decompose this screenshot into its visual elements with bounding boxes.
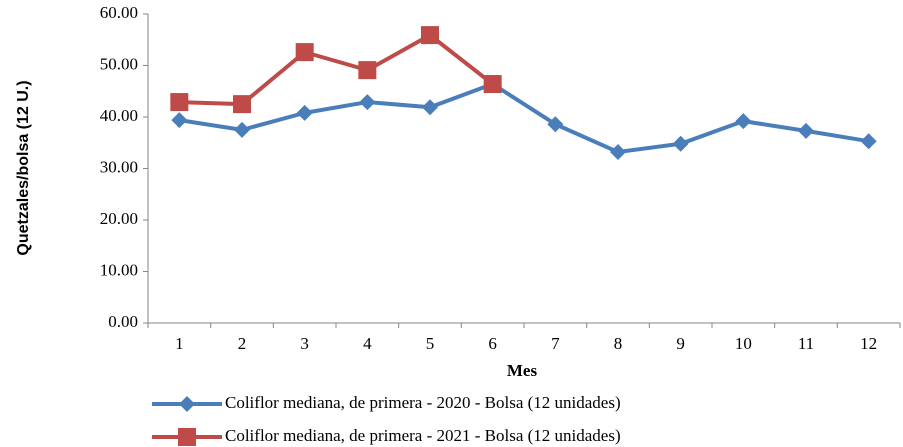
data-point	[610, 144, 626, 161]
series-line	[179, 33, 494, 107]
legend-label: Coliflor mediana, de primera - 2020 - Bo…	[225, 393, 621, 412]
data-point	[233, 95, 251, 114]
x-tick-label: 1	[175, 334, 184, 353]
data-point	[359, 94, 376, 111]
data-point	[170, 93, 189, 112]
data-point	[358, 61, 377, 80]
data-point	[798, 122, 814, 139]
legend-label: Coliflor mediana, de primera - 2021 - Bo…	[225, 426, 621, 445]
x-tick-label: 11	[798, 334, 814, 353]
y-axis-title: Quetzales/bolsa (12 U.)	[15, 80, 32, 255]
x-tick-label: 7	[551, 334, 560, 353]
data-point	[295, 43, 314, 62]
y-tick-label: 40.00	[100, 106, 138, 125]
y-tick-label: 60.00	[100, 3, 138, 22]
data-point	[860, 133, 877, 150]
x-tick-label: 12	[860, 334, 877, 353]
x-tick-label: 5	[426, 334, 435, 353]
y-tick-label: 20.00	[100, 209, 138, 228]
data-point	[422, 99, 438, 116]
x-tick-label: 2	[238, 334, 247, 353]
data-point	[735, 113, 752, 130]
data-point	[483, 75, 502, 94]
data-point	[234, 121, 250, 138]
x-tick-label: 4	[363, 334, 372, 353]
x-tick-label: 6	[488, 334, 497, 353]
data-point	[171, 112, 188, 129]
series-line	[179, 82, 869, 155]
legend-marker	[179, 396, 195, 412]
y-tick-label: 0.00	[108, 312, 138, 331]
y-tick-label: 10.00	[100, 260, 138, 279]
x-tick-label: 8	[614, 334, 623, 353]
data-point	[296, 104, 313, 121]
x-tick-label: 10	[735, 334, 752, 353]
x-axis-title: Mes	[507, 361, 538, 380]
x-tick-label: 3	[300, 334, 309, 353]
y-tick-label: 30.00	[100, 157, 138, 176]
y-tick-label: 50.00	[100, 54, 138, 73]
x-tick-label: 9	[676, 334, 685, 353]
data-point	[672, 135, 689, 152]
data-point	[547, 116, 564, 133]
data-point	[421, 26, 439, 45]
legend-marker	[178, 428, 196, 446]
